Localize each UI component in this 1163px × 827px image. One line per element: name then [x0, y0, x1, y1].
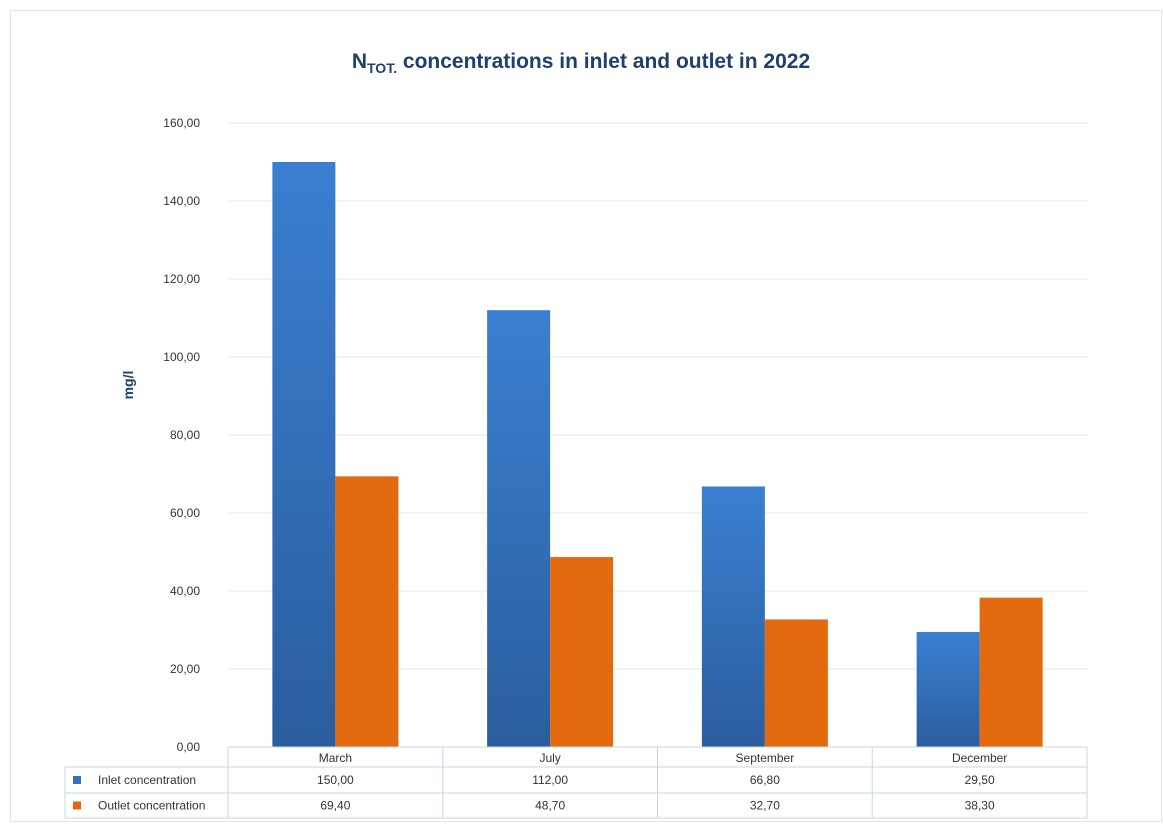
x-category-label: March [319, 751, 352, 765]
data-value-label: 69,40 [320, 799, 350, 813]
x-category-label: December [952, 751, 1007, 765]
y-tick-label: 160,00 [163, 116, 200, 130]
bar-outlet-march [335, 476, 399, 747]
data-value-label: 150,00 [317, 773, 354, 787]
data-value-label: 48,70 [535, 799, 565, 813]
y-tick-label: 20,00 [170, 662, 200, 676]
bar-outlet-december [979, 597, 1043, 747]
legend-key-outlet [73, 801, 81, 810]
data-value-label: 112,00 [532, 773, 568, 787]
chart-title: NTOT. concentrations in inlet and outlet… [352, 50, 810, 76]
bar-inlet-july [487, 310, 551, 747]
y-axis-ticks: 0,00 20,00 40,00 60,00 80,00 100,00 120,00 140,… [163, 116, 200, 754]
bar-inlet-december [916, 631, 980, 747]
legend-key-inlet [73, 776, 81, 784]
legend-label: Outlet concentration [98, 799, 205, 813]
legend-label: Inlet concentration [98, 773, 196, 787]
x-category-label: July [539, 751, 560, 765]
data-value-label: 29,50 [965, 773, 995, 787]
y-axis-label: mg/l [120, 371, 136, 400]
y-tick-label: 120,00 [163, 272, 200, 286]
bar-inlet-september [701, 486, 765, 747]
bar-inlet-march [272, 162, 336, 747]
data-value-label: 38,30 [965, 799, 995, 813]
data-table: March July September December Inlet concentr… [64, 746, 1088, 819]
y-tick-label: 140,00 [163, 194, 200, 208]
data-value-label: 32,70 [750, 799, 780, 813]
data-value-label: 66,80 [750, 773, 780, 787]
y-tick-label: 0,00 [177, 740, 201, 754]
bar-outlet-september [764, 619, 828, 747]
bar-outlet-july [550, 557, 614, 747]
y-tick-label: 80,00 [170, 428, 200, 442]
bars [272, 162, 1043, 747]
y-tick-label: 100,00 [163, 350, 200, 364]
y-tick-label: 40,00 [170, 584, 200, 598]
x-category-label: September [736, 751, 795, 765]
chart-frame [10, 10, 1162, 822]
y-tick-label: 60,00 [170, 506, 200, 520]
